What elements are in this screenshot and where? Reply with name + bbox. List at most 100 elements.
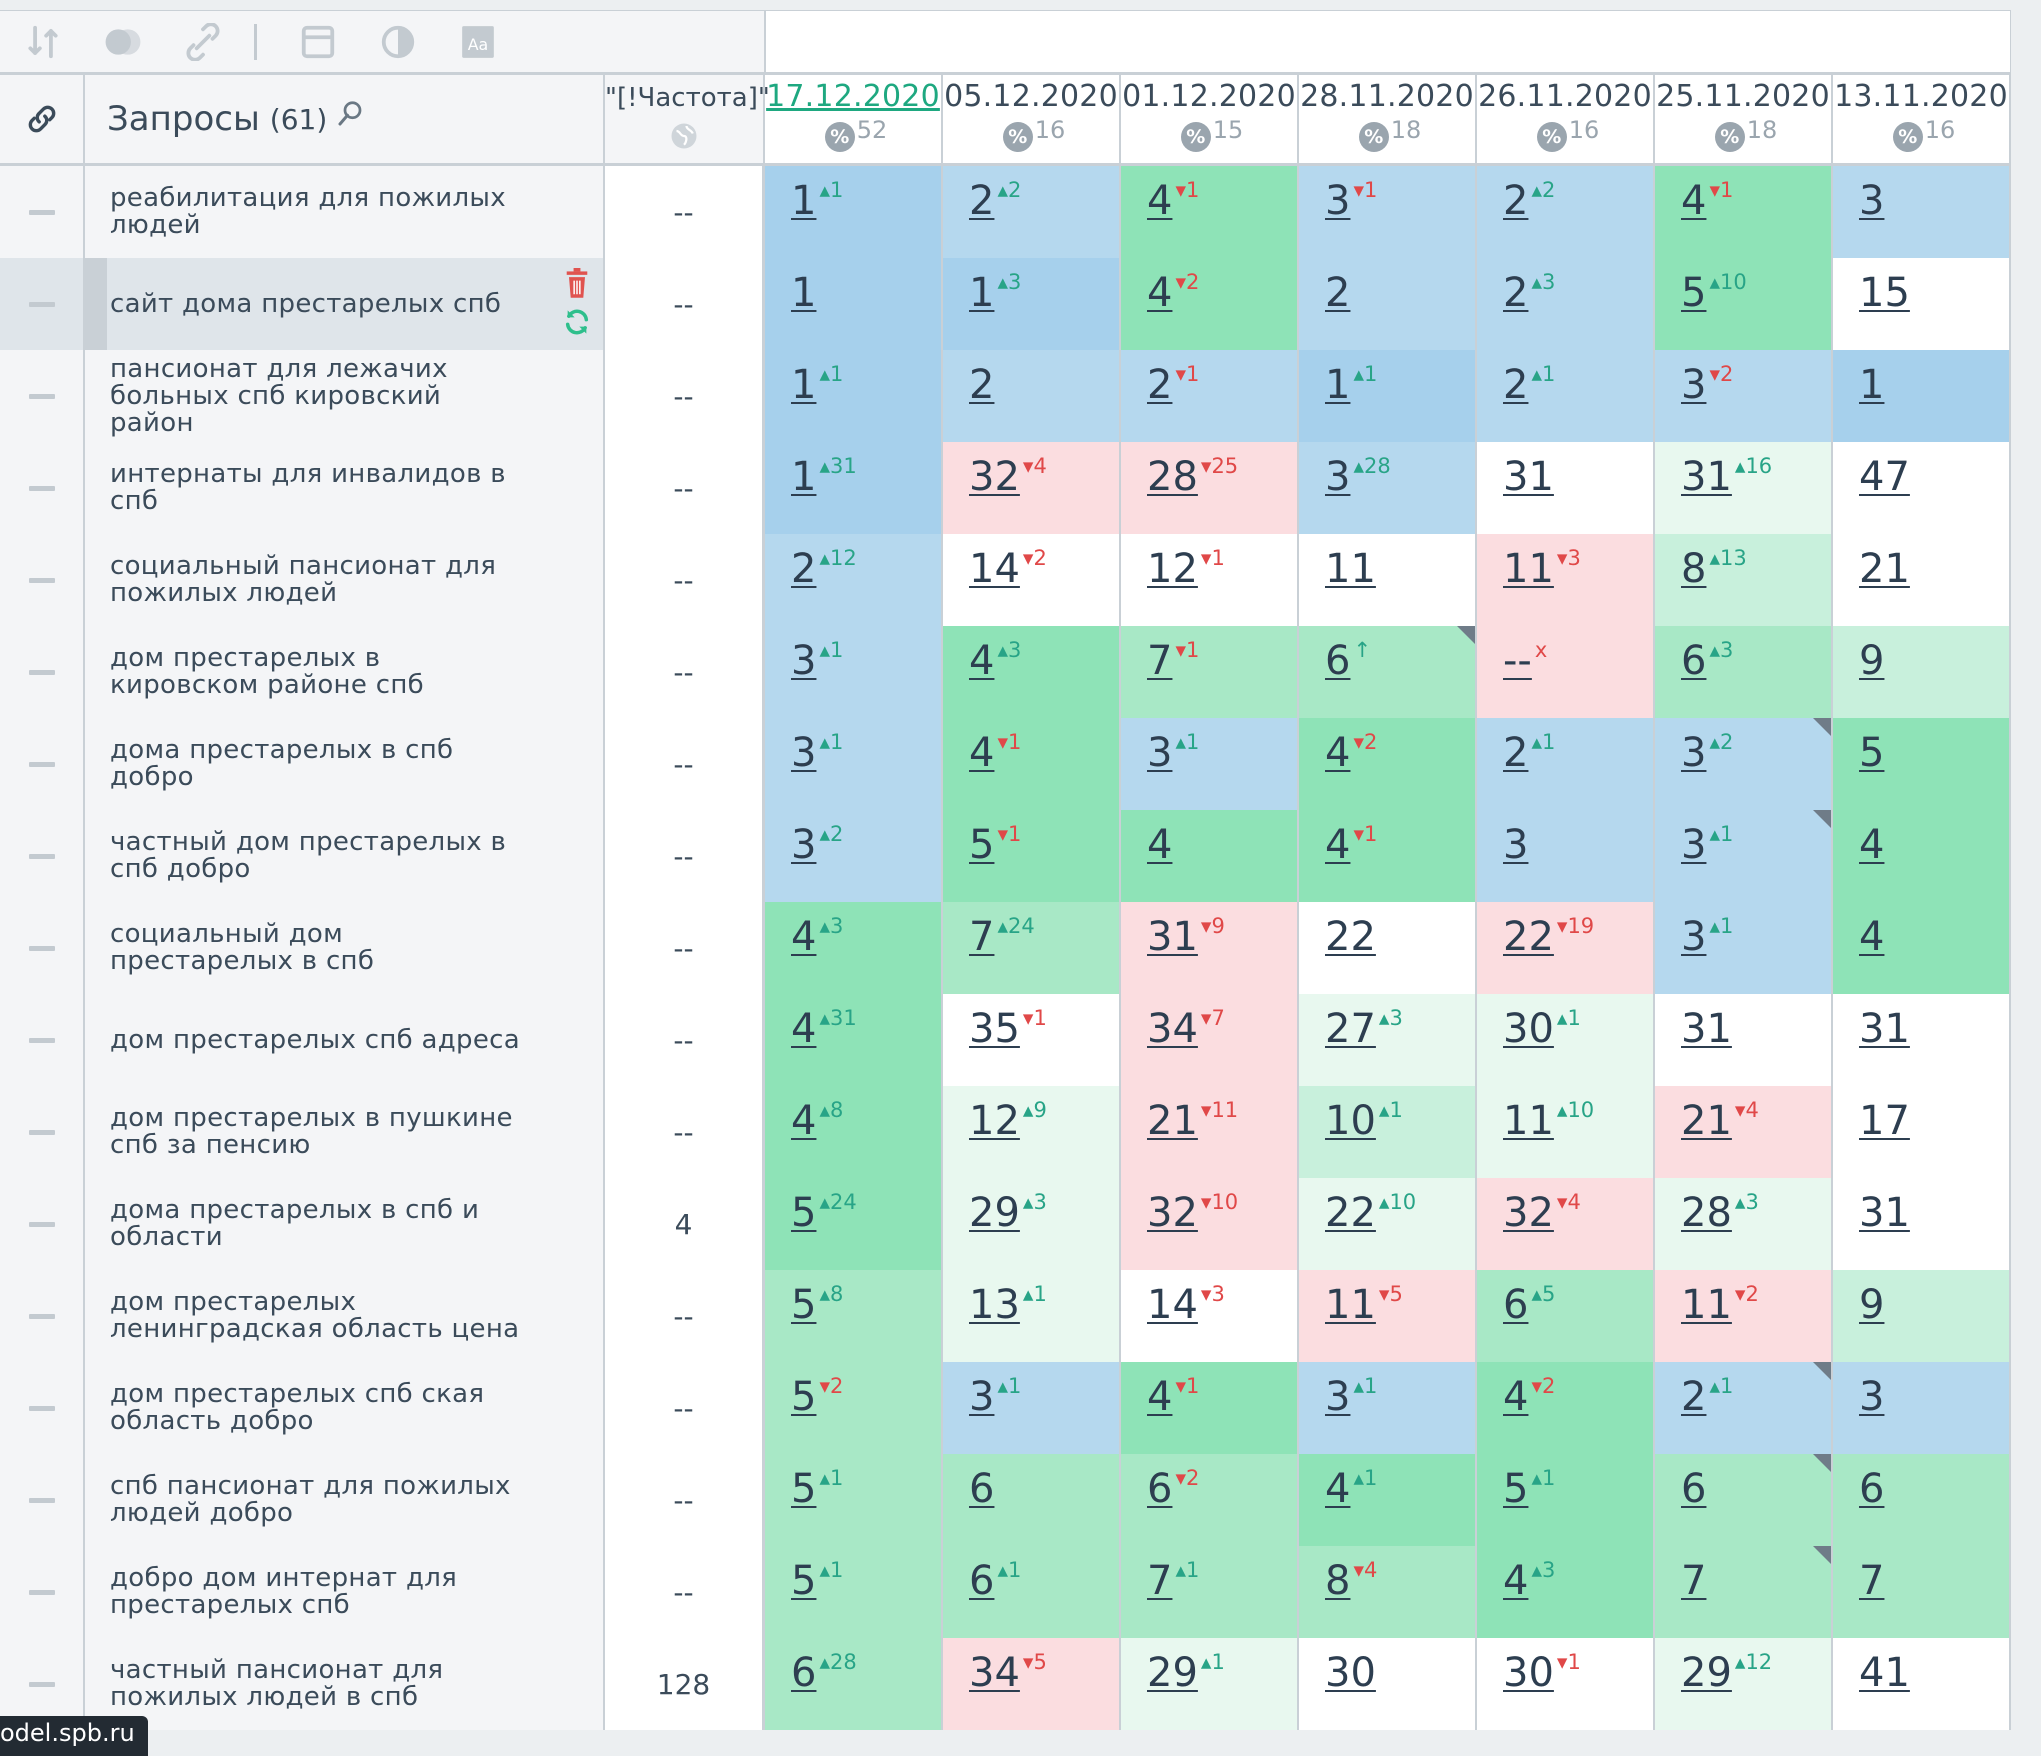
link-icon[interactable] (25, 102, 59, 136)
query-cell[interactable]: дом престарелых ленинградская область це… (85, 1270, 605, 1362)
row-toggle[interactable] (0, 442, 85, 534)
position-cell[interactable]: 4 ▴3 (765, 902, 943, 994)
position-cell[interactable]: 6 (943, 1454, 1121, 1546)
position-cell[interactable]: 22 ▾19 (1477, 902, 1655, 994)
position-value[interactable]: 14 (1147, 1282, 1198, 1328)
position-value[interactable]: 1 (1859, 362, 1885, 408)
position-cell[interactable]: 6 ▴1 (943, 1546, 1121, 1638)
position-value[interactable]: 6 (1681, 638, 1707, 684)
position-cell[interactable]: 3 ▴1 (765, 626, 943, 718)
query-cell[interactable]: добро дом интернат для престарелых спб (85, 1546, 605, 1638)
position-value[interactable]: 8 (1325, 1558, 1351, 1604)
position-value[interactable]: 34 (969, 1650, 1020, 1696)
position-cell[interactable]: 2 ▴1 (1477, 350, 1655, 442)
row-toggle[interactable] (0, 534, 85, 626)
position-cell[interactable]: 5 ▴1 (765, 1454, 943, 1546)
position-value[interactable]: 10 (1325, 1098, 1376, 1144)
position-value[interactable]: 1 (791, 454, 817, 500)
position-value[interactable]: 11 (1503, 1098, 1554, 1144)
position-value[interactable]: 2 (969, 178, 995, 224)
position-cell[interactable]: 3 ▴2 (1655, 718, 1833, 810)
position-value[interactable]: 30 (1503, 1650, 1554, 1696)
position-cell[interactable]: 28 ▾25 (1121, 442, 1299, 534)
position-cell[interactable]: 34 ▾5 (943, 1638, 1121, 1730)
position-value[interactable]: -- (1503, 638, 1532, 684)
position-cell[interactable]: 4 ▾2 (1121, 258, 1299, 350)
position-cell[interactable]: 2 ▴3 (1477, 258, 1655, 350)
position-value[interactable]: 31 (1681, 454, 1732, 500)
position-value[interactable]: 4 (1147, 822, 1173, 868)
position-cell[interactable]: 4 ▾1 (1299, 810, 1477, 902)
position-cell[interactable]: 1 (1833, 350, 2011, 442)
position-value[interactable]: 21 (1859, 546, 1910, 592)
position-cell[interactable]: 4 ▾2 (1477, 1362, 1655, 1454)
position-cell[interactable]: 2 ▴12 (765, 534, 943, 626)
table-row[interactable]: частный дом престарелых в спб добро -- 3 ▴2… (0, 810, 2011, 902)
position-value[interactable]: 32 (1503, 1190, 1554, 1236)
row-toggle[interactable] (0, 1362, 85, 1454)
position-cell[interactable]: 7 (1655, 1546, 1833, 1638)
table-row[interactable]: интернаты для инвалидов в спб -- 1 ▴31 32 ▾4 2… (0, 442, 2011, 534)
position-value[interactable]: 2 (1147, 362, 1173, 408)
position-cell[interactable]: 3 (1477, 810, 1655, 902)
contrast-icon[interactable] (377, 21, 419, 63)
query-cell[interactable]: частный дом престарелых в спб добро (85, 810, 605, 902)
position-value[interactable]: 3 (1681, 362, 1707, 408)
position-value[interactable]: 47 (1859, 454, 1910, 500)
position-value[interactable]: 3 (1681, 730, 1707, 776)
table-row[interactable]: социальный дом престарелых в спб -- 4 ▴3 7 ▴2… (0, 902, 2011, 994)
position-value[interactable]: 2 (1325, 270, 1351, 316)
header-frequency[interactable]: "[!Частота]" (605, 75, 770, 163)
position-cell[interactable]: 2 ▴1 (1655, 1362, 1833, 1454)
row-toggle[interactable] (0, 166, 85, 258)
table-row[interactable]: спб пансионат для пожилых людей добро -- 5… (0, 1454, 2011, 1546)
position-cell[interactable]: 35 ▾1 (943, 994, 1121, 1086)
position-cell[interactable]: 1 ▴1 (765, 350, 943, 442)
row-toggle[interactable] (0, 718, 85, 810)
table-row[interactable]: дом престарелых в пушкине спб за пенсию -… (0, 1086, 2011, 1178)
position-cell[interactable]: 31 ▾9 (1121, 902, 1299, 994)
position-cell[interactable]: 31 (1477, 442, 1655, 534)
position-value[interactable]: 6 (1859, 1466, 1885, 1512)
position-value[interactable]: 1 (969, 270, 995, 316)
position-cell[interactable]: 31 (1833, 1178, 2011, 1270)
position-cell[interactable]: 4 (1833, 810, 2011, 902)
position-value[interactable]: 3 (969, 1374, 995, 1420)
position-cell[interactable]: 4 ▴3 (943, 626, 1121, 718)
position-value[interactable]: 15 (1859, 270, 1910, 316)
date-column-header[interactable]: 01.12.2020% 15 (1121, 75, 1299, 163)
search-icon[interactable] (335, 99, 365, 129)
position-cell[interactable]: 30 ▾1 (1477, 1638, 1655, 1730)
date-column-header[interactable]: 25.11.2020% 18 (1655, 75, 1833, 163)
position-cell[interactable]: 27 ▴3 (1299, 994, 1477, 1086)
position-cell[interactable]: 6 (1655, 1454, 1833, 1546)
position-value[interactable]: 2 (969, 362, 995, 408)
position-value[interactable]: 11 (1325, 546, 1376, 592)
position-value[interactable]: 28 (1147, 454, 1198, 500)
header-link-cell[interactable] (0, 75, 85, 163)
position-cell[interactable]: 6 ▾2 (1121, 1454, 1299, 1546)
trash-icon[interactable] (563, 268, 591, 300)
position-value[interactable]: 4 (1503, 1558, 1529, 1604)
position-value[interactable]: 34 (1147, 1006, 1198, 1052)
date-label[interactable]: 25.11.2020 (1656, 79, 1830, 114)
position-cell[interactable]: 5 (1833, 718, 2011, 810)
position-cell[interactable]: 3 ▴1 (1121, 718, 1299, 810)
row-toggle[interactable] (0, 902, 85, 994)
position-value[interactable]: 4 (791, 1098, 817, 1144)
position-value[interactable]: 7 (1859, 1558, 1885, 1604)
position-value[interactable]: 3 (1325, 1374, 1351, 1420)
query-cell[interactable]: дом престарелых спб адреса (85, 994, 605, 1086)
position-cell[interactable]: 5 ▴1 (1477, 1454, 1655, 1546)
position-cell[interactable]: 5 ▾2 (765, 1362, 943, 1454)
position-cell[interactable]: 6 (1833, 1454, 2011, 1546)
position-value[interactable]: 12 (969, 1098, 1020, 1144)
row-toggle[interactable] (0, 1086, 85, 1178)
position-value[interactable]: 17 (1859, 1098, 1910, 1144)
position-value[interactable]: 11 (1681, 1282, 1732, 1328)
table-row[interactable]: добро дом интернат для престарелых спб --… (0, 1546, 2011, 1638)
position-cell[interactable]: 4 ▴3 (1477, 1546, 1655, 1638)
position-cell[interactable]: 7 (1833, 1546, 2011, 1638)
position-cell[interactable]: 2 ▴2 (1477, 166, 1655, 258)
query-cell[interactable]: реабилитация для пожилых людей (85, 166, 605, 258)
